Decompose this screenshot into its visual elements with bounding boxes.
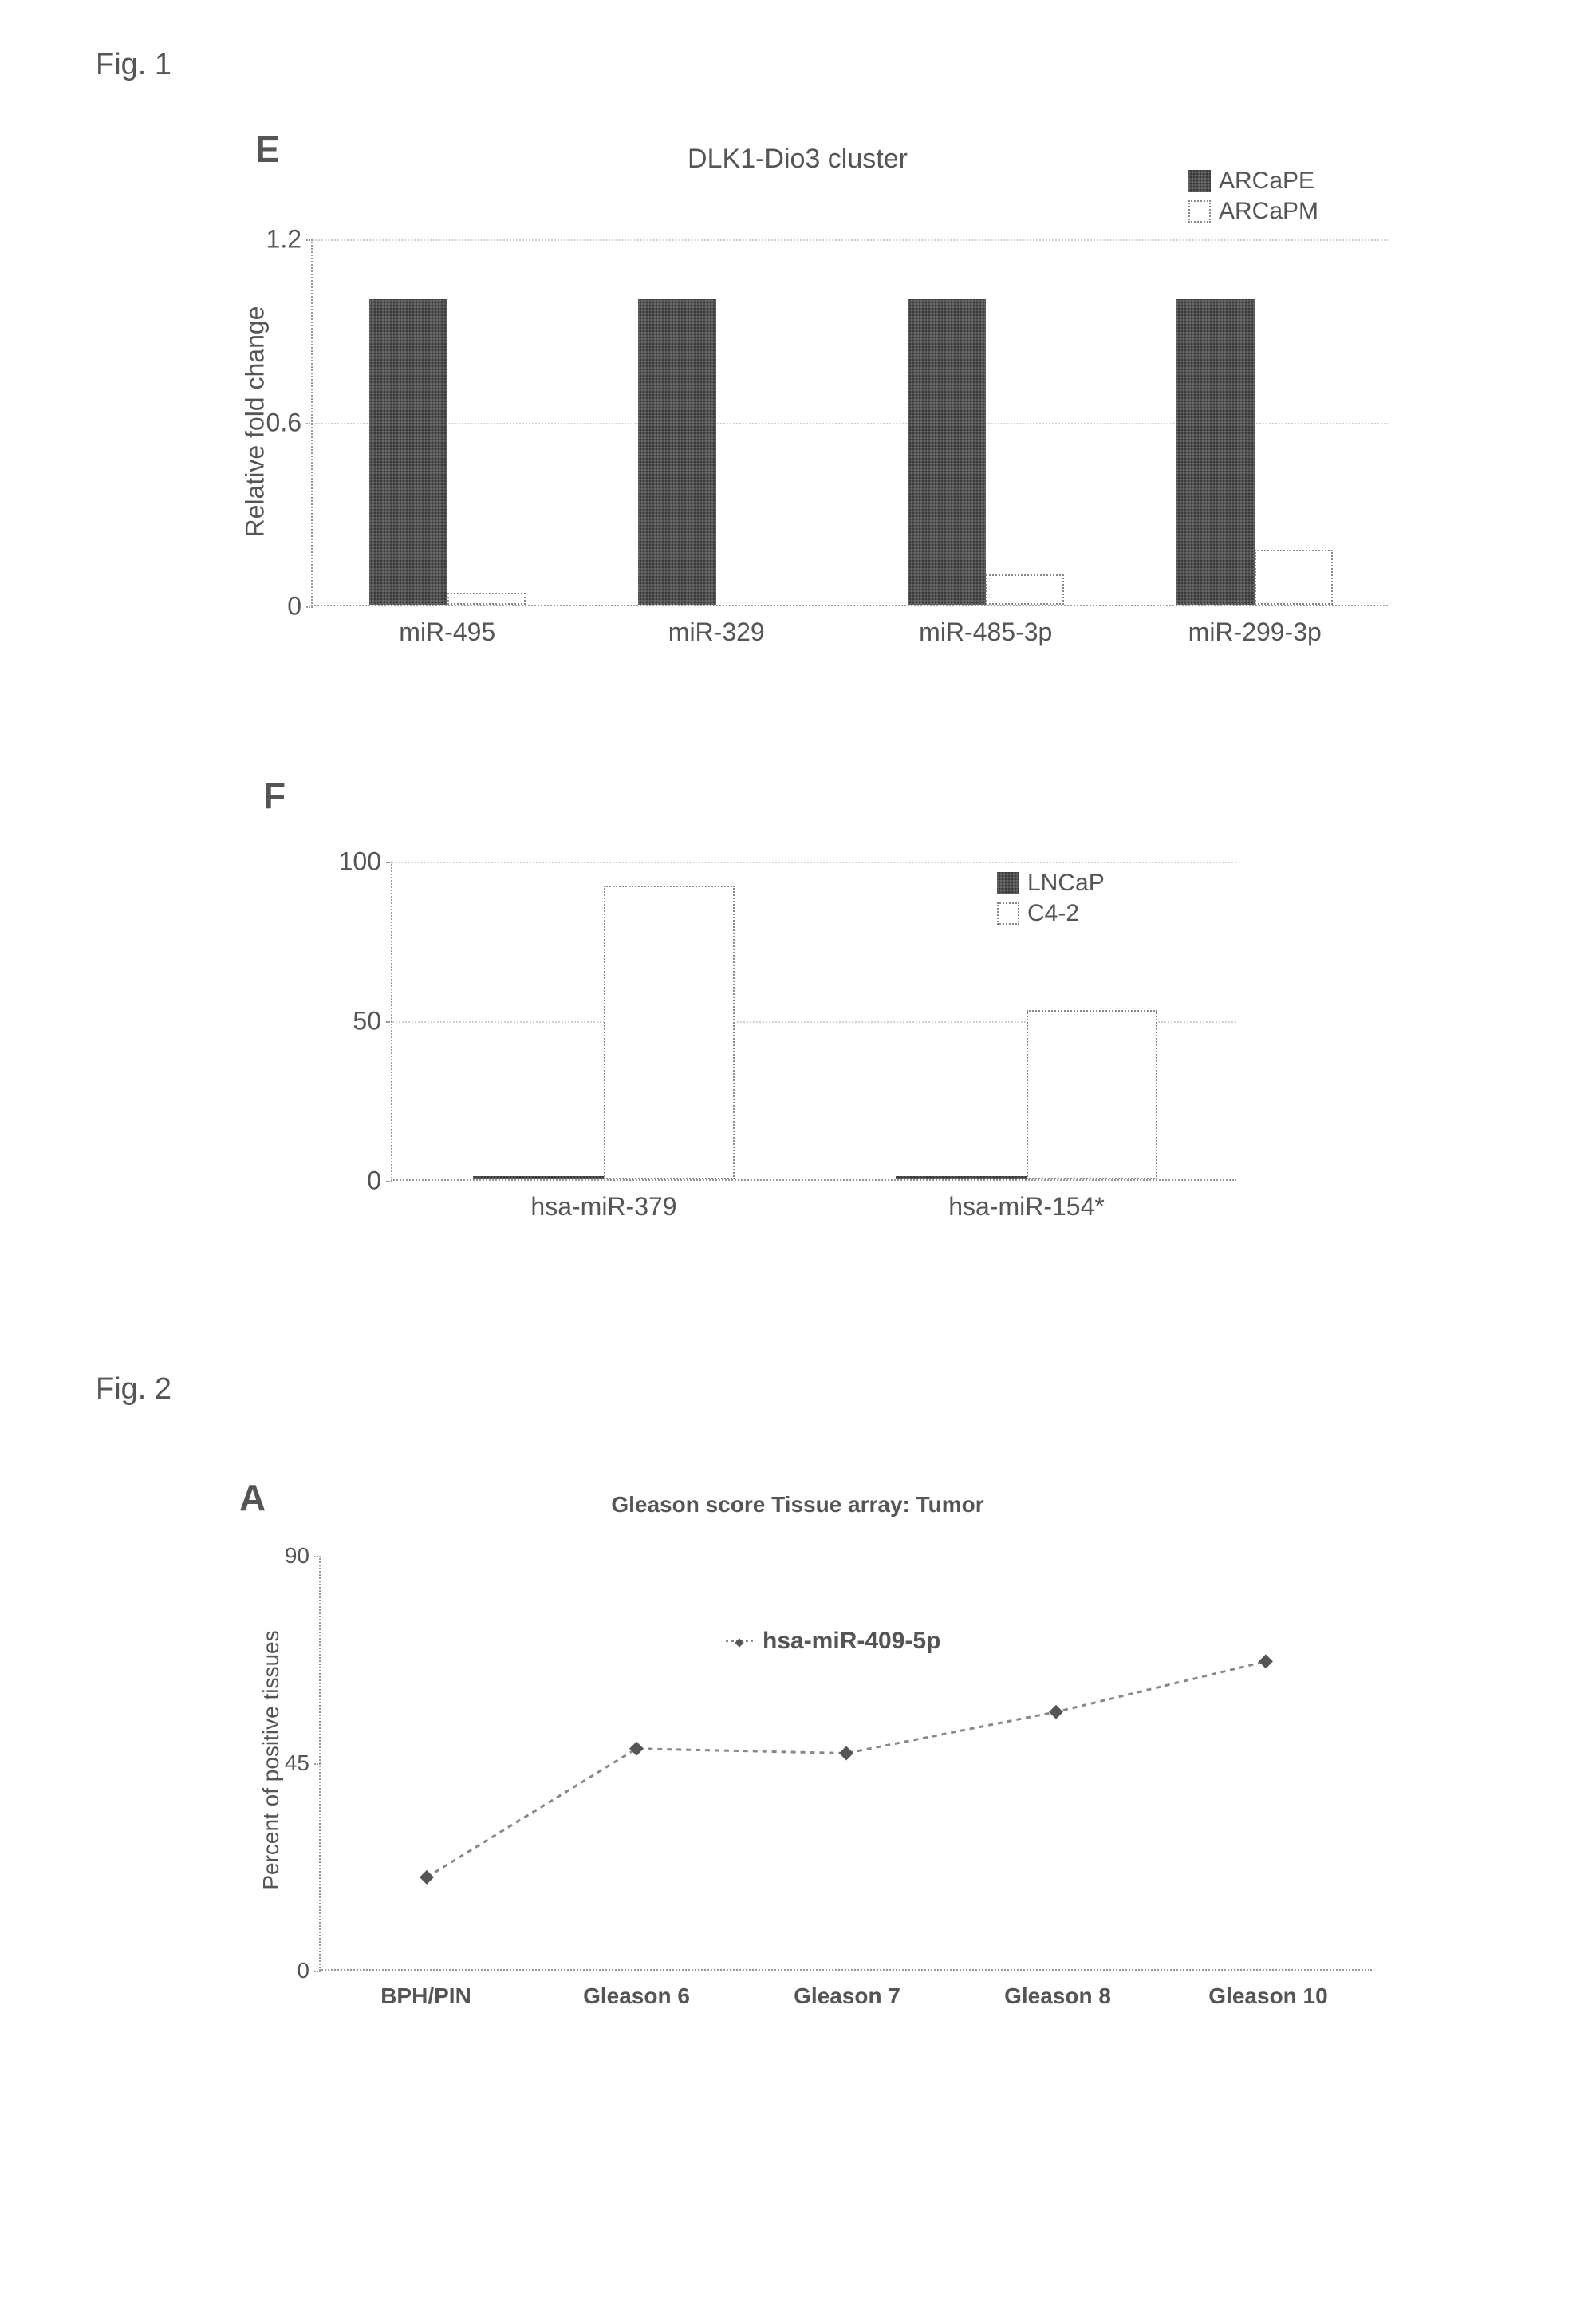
chart-bar — [1176, 299, 1255, 605]
fig2-label: Fig. 2 — [96, 1372, 171, 1407]
fig1e-title: DLK1-Dio3 cluster — [558, 144, 1037, 175]
y-tick-mark — [386, 1021, 392, 1023]
chart-bar — [604, 886, 735, 1179]
chart-bar — [1027, 1010, 1157, 1179]
chart-bar — [473, 1176, 604, 1179]
y-tick-mark — [314, 1971, 321, 1972]
x-category-label: hsa-miR-154* — [948, 1179, 1105, 1222]
fig1e-panel-label: E — [255, 128, 280, 171]
fig1e-legend-item-arcapm: ARCaPM — [1188, 198, 1318, 225]
x-category-label: Gleason 7 — [794, 1969, 900, 2009]
x-category-label: Gleason 10 — [1208, 1969, 1327, 2009]
chart-bar — [908, 299, 986, 605]
y-tick-label: 100 — [339, 847, 392, 877]
x-category-label: Gleason 6 — [583, 1969, 690, 2009]
y-tick-mark — [306, 423, 313, 424]
y-tick-mark — [314, 1763, 321, 1765]
fig2a-ylabel: Percent of positive tissues — [258, 1593, 284, 1928]
fig2a-line-svg — [321, 1556, 1372, 1969]
chart-bar — [896, 1176, 1027, 1179]
x-category-label: hsa-miR-379 — [530, 1179, 676, 1222]
x-category-label: miR-299-3p — [1188, 605, 1322, 647]
chart-marker — [420, 1870, 434, 1885]
y-tick-mark — [306, 606, 313, 608]
gridline-horizontal — [392, 862, 1236, 863]
fig1-label: Fig. 1 — [96, 48, 171, 82]
chart-marker — [1259, 1654, 1273, 1668]
y-tick-mark — [306, 239, 313, 241]
fig2a-series-name: hsa-miR-409-5p — [763, 1628, 940, 1655]
fig2a-series-label: hsa-miR-409-5p — [726, 1628, 940, 1655]
x-category-label: miR-485-3p — [919, 605, 1052, 647]
x-category-label: miR-329 — [668, 605, 765, 647]
fig1f-plot-area: 050100hsa-miR-379hsa-miR-154* — [391, 862, 1236, 1181]
x-category-label: miR-495 — [399, 605, 495, 647]
diamond-marker-icon — [726, 1640, 753, 1643]
chart-bar — [638, 299, 716, 605]
x-category-label: BPH/PIN — [380, 1969, 471, 2009]
legend-swatch-outline-icon — [1188, 200, 1211, 223]
chart-marker — [1049, 1705, 1063, 1719]
fig1f-panel-label: F — [263, 774, 286, 817]
fig1e-legend-item-arcape: ARCaPE — [1188, 168, 1318, 195]
fig1e-plot-area: 00.61.2miR-495miR-329miR-485-3pmiR-299-3… — [311, 239, 1388, 606]
fig1e-legend: ARCaPE ARCaPM — [1188, 168, 1318, 228]
fig2a-panel-label: A — [239, 1476, 266, 1519]
fig2a-plot-area: 04590BPH/PINGleason 6Gleason 7Gleason 8G… — [319, 1556, 1372, 1971]
gridline-horizontal — [313, 239, 1388, 241]
y-tick-mark — [314, 1556, 321, 1557]
legend-swatch-filled-icon — [1188, 170, 1211, 192]
fig1e-legend-label-1: ARCaPM — [1219, 198, 1318, 225]
chart-marker — [839, 1746, 853, 1761]
chart-line — [427, 1661, 1266, 1877]
fig2a-title: Gleason score Tissue array: Tumor — [510, 1492, 1085, 1518]
chart-marker — [629, 1742, 644, 1756]
chart-bar — [1255, 550, 1333, 605]
fig1e-ylabel: Relative fold change — [241, 278, 270, 566]
fig1e-legend-label-0: ARCaPE — [1219, 168, 1314, 195]
chart-bar — [369, 299, 447, 605]
y-tick-mark — [386, 1181, 392, 1182]
y-tick-mark — [386, 862, 392, 863]
chart-bar — [986, 574, 1064, 605]
chart-bar — [447, 593, 526, 605]
x-category-label: Gleason 8 — [1004, 1969, 1111, 2009]
